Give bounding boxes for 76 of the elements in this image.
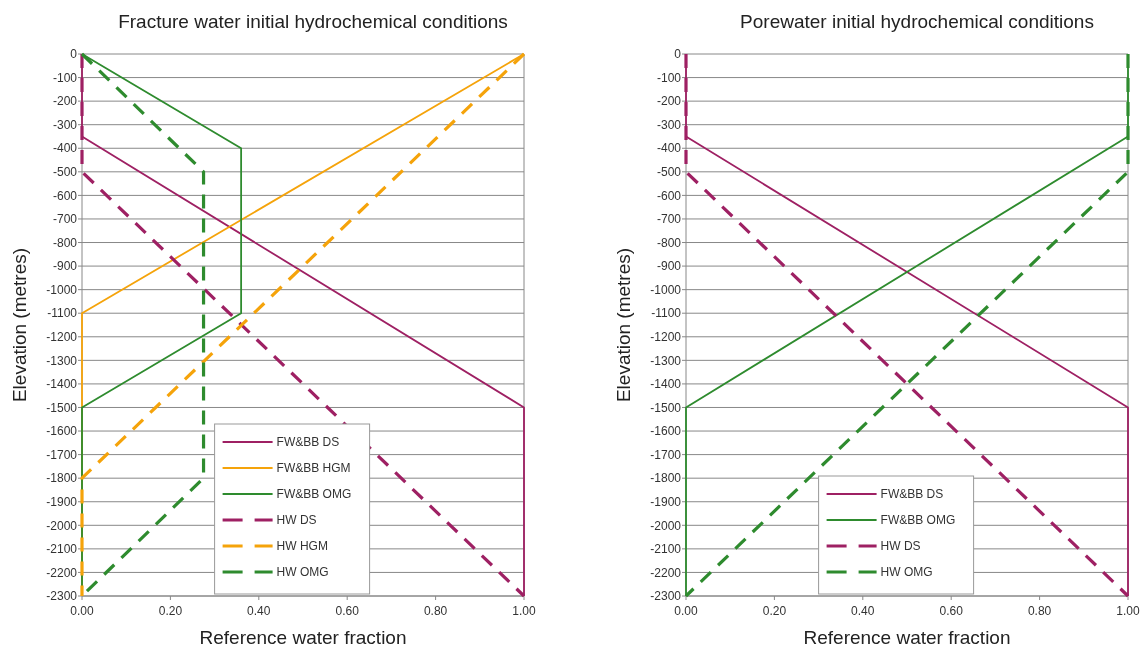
legend-label: FW&BB HGM — [276, 461, 351, 476]
y-tick-label: -500 — [656, 165, 682, 180]
x-axis-title: Reference water fraction — [803, 627, 1011, 648]
y-tick-label: -1400 — [650, 377, 682, 392]
x-tick-label: 0.60 — [939, 604, 964, 618]
legend-label: FW&BB DS — [880, 487, 944, 502]
y-tick-label: -600 — [52, 188, 78, 203]
x-tick-label: 1.00 — [1116, 604, 1140, 618]
y-tick-label: 0 — [70, 47, 78, 62]
x-tick-label: 0.00 — [674, 604, 698, 618]
legend-label: FW&BB DS — [276, 435, 340, 450]
y-tick-label: -400 — [656, 141, 682, 156]
y-tick-label: -300 — [52, 117, 78, 132]
y-tick-label: -700 — [52, 212, 78, 227]
y-tick-label: -100 — [656, 70, 682, 85]
legend-label: HW DS — [880, 539, 921, 554]
y-tick-label: -1700 — [650, 447, 682, 462]
x-tick-label: 0.40 — [851, 604, 875, 618]
legend-label: HW HGM — [276, 539, 328, 554]
y-tick-label: -300 — [656, 117, 682, 132]
y-tick-label: -600 — [656, 188, 682, 203]
y-tick-label: -2100 — [46, 542, 78, 557]
y-tick-label: -1500 — [46, 400, 78, 415]
x-tick-label: 0.80 — [423, 604, 448, 618]
y-tick-label: -500 — [52, 165, 78, 180]
legend-label: FW&BB OMG — [880, 513, 956, 528]
legend-label: HW DS — [276, 513, 317, 528]
y-tick-label: -1300 — [650, 353, 682, 368]
y-tick-label: -2300 — [46, 589, 78, 604]
legend-label: HW OMG — [880, 565, 933, 580]
y-tick-label: -2000 — [46, 518, 78, 533]
y-tick-label: -900 — [52, 259, 78, 274]
y-axis-title: Elevation (metres) — [613, 247, 634, 403]
y-tick-label: -1800 — [650, 471, 682, 486]
y-tick-label: -1600 — [46, 424, 78, 439]
y-tick-label: -1900 — [650, 494, 682, 509]
x-tick-label: 0.80 — [1027, 604, 1052, 618]
y-tick-label: -1300 — [46, 353, 78, 368]
y-tick-label: -2000 — [650, 518, 682, 533]
y-tick-label: -900 — [656, 259, 682, 274]
y-tick-label: -1600 — [650, 424, 682, 439]
x-tick-label: 0.60 — [335, 604, 360, 618]
y-tick-label: -200 — [52, 94, 78, 109]
y-tick-label: -1200 — [46, 329, 78, 344]
y-tick-label: -1800 — [46, 471, 78, 486]
y-axis-title: Elevation (metres) — [9, 247, 30, 403]
y-tick-label: -1100 — [651, 306, 682, 321]
x-tick-label: 0.20 — [158, 604, 183, 618]
y-tick-label: -1000 — [46, 282, 78, 297]
y-tick-label: -400 — [52, 141, 78, 156]
y-tick-label: -2200 — [650, 565, 682, 580]
y-tick-label: -800 — [656, 235, 682, 250]
y-tick-label: -1700 — [46, 447, 78, 462]
y-tick-label: -200 — [656, 94, 682, 109]
x-axis-title: Reference water fraction — [199, 627, 407, 648]
y-tick-label: -2100 — [650, 542, 682, 557]
y-tick-label: -2300 — [650, 589, 682, 604]
x-tick-label: 0.20 — [762, 604, 787, 618]
y-tick-label: 0 — [674, 47, 682, 62]
x-tick-label: 0.40 — [247, 604, 271, 618]
legend-label: HW OMG — [276, 565, 329, 580]
y-tick-label: -1400 — [46, 377, 78, 392]
chart-title: Fracture water initial hydrochemical conditions — [118, 11, 508, 32]
y-tick-label: -1100 — [47, 306, 78, 321]
y-tick-label: -1900 — [46, 494, 78, 509]
y-tick-label: -1200 — [650, 329, 682, 344]
chart-title: Porewater initial hydrochemical conditions — [740, 11, 1094, 32]
y-tick-label: -100 — [52, 70, 78, 85]
y-tick-label: -800 — [52, 235, 78, 250]
y-tick-label: -1500 — [650, 400, 682, 415]
y-tick-label: -700 — [656, 212, 682, 227]
x-tick-label: 1.00 — [512, 604, 536, 618]
y-tick-label: -1000 — [650, 282, 682, 297]
x-tick-label: 0.00 — [70, 604, 94, 618]
y-tick-label: -2200 — [46, 565, 78, 580]
legend-label: FW&BB OMG — [276, 487, 352, 502]
